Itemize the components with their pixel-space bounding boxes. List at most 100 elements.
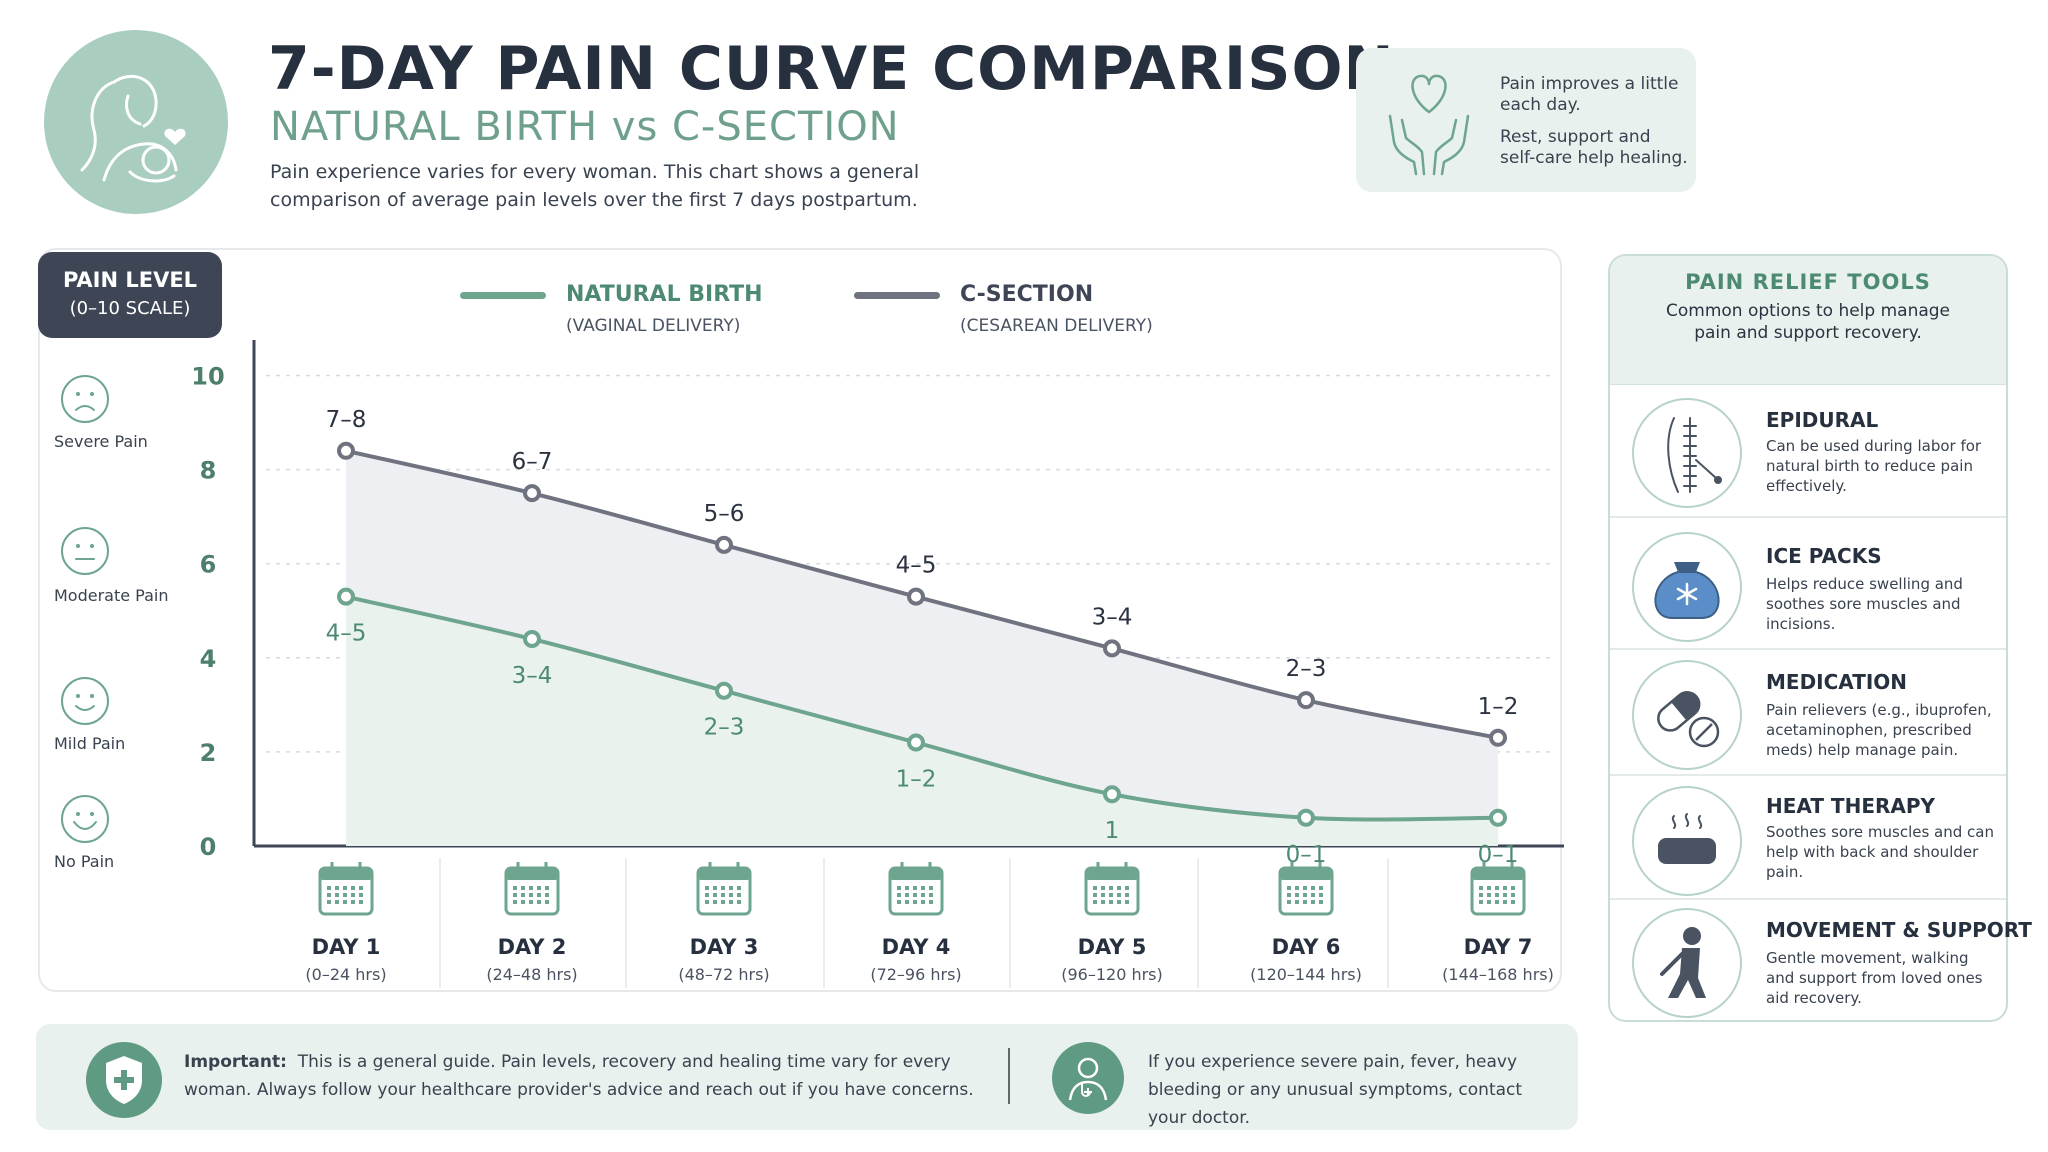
tool-name-epidural: EPIDURAL — [1766, 408, 1879, 432]
relief-title: PAIN RELIEF TOOLS — [1685, 270, 1931, 294]
calendar-dot — [1495, 886, 1499, 890]
intro-text: Pain experience varies for every woman. … — [270, 161, 920, 211]
calendar-dot — [521, 893, 525, 897]
day-range-label: (144–168 hrs) — [1442, 965, 1554, 984]
calendar-dot — [713, 893, 717, 897]
face-label-mild: Mild Pain — [54, 734, 126, 753]
face-label-moderate: Moderate Pain — [54, 586, 169, 605]
ice-pack-icon — [1632, 532, 1742, 642]
mother-baby-icon — [80, 74, 186, 183]
calendar-dot — [359, 893, 363, 897]
calendar-dot — [1109, 886, 1113, 890]
relief-divider — [1610, 774, 2006, 776]
calendar-dot — [1511, 886, 1515, 890]
face-label-severe: Severe Pain — [54, 432, 148, 451]
calendar-icon-header — [506, 868, 558, 880]
calendar-dot — [729, 893, 733, 897]
calendar-dot — [1303, 886, 1307, 890]
face-label-none: No Pain — [54, 852, 115, 871]
neutral-face-icon — [61, 527, 109, 575]
natural-point — [1489, 808, 1507, 827]
day-label: DAY 3 — [690, 935, 759, 959]
calendar-dot — [1487, 893, 1491, 897]
calendar-dot — [929, 900, 933, 904]
calendar-dot — [1511, 900, 1515, 904]
csection-point — [523, 484, 541, 503]
calendar-dot — [1319, 893, 1323, 897]
calendar-dot — [343, 886, 347, 890]
natural-area — [346, 596, 1498, 846]
calendar-dot — [721, 886, 725, 890]
csection-point — [1103, 639, 1121, 658]
calendar-dot — [1117, 893, 1121, 897]
calendar-dot — [1093, 900, 1097, 904]
calendar-dot — [529, 886, 533, 890]
calendar-dot — [1511, 893, 1515, 897]
tool-desc-medication: Pain relievers (e.g., ibuprofen, acetami… — [1766, 701, 1992, 759]
tool-name-medication: MEDICATION — [1766, 670, 1908, 694]
calendar-dot — [1125, 886, 1129, 890]
mother-baby-logo — [44, 30, 228, 214]
day-label: DAY 1 — [312, 935, 381, 959]
calendar-dot — [905, 900, 909, 904]
calendar-dot — [729, 900, 733, 904]
natural-point — [715, 681, 733, 700]
calendar-dot — [1287, 900, 1291, 904]
csection-data-label: 5–6 — [704, 501, 745, 527]
calendar-dot — [545, 893, 549, 897]
calendar-dot — [351, 900, 355, 904]
y-tick-label: 4 — [200, 645, 217, 673]
calendar-dot — [537, 893, 541, 897]
calendar-dot — [1295, 893, 1299, 897]
calendar-dot — [1101, 900, 1105, 904]
calendar-dot — [335, 893, 339, 897]
calendar-dot — [1311, 893, 1315, 897]
day-label: DAY 5 — [1078, 935, 1147, 959]
csection-data-label: 4–5 — [896, 553, 937, 579]
calendar-dot — [1101, 886, 1105, 890]
relief-divider — [1610, 898, 2006, 900]
calendar-dot — [1319, 886, 1323, 890]
page-subtitle: NATURAL BIRTH vs C-SECTION — [270, 104, 900, 150]
calendar-dot — [921, 893, 925, 897]
calendar-dot — [1109, 893, 1113, 897]
csection-point — [715, 535, 733, 554]
calendar-icon-header — [1086, 868, 1138, 880]
spine-icon — [1632, 398, 1742, 508]
day-label: DAY 4 — [882, 935, 951, 959]
calendar-dot — [897, 893, 901, 897]
csection-point — [1489, 728, 1507, 747]
pill-icon — [1632, 660, 1742, 770]
calendar-dot — [1319, 900, 1323, 904]
natural-point — [907, 733, 925, 752]
y-tick-label: 0 — [200, 833, 217, 861]
tool-desc-heat-therapy: Soothes sore muscles and can help with b… — [1766, 823, 1994, 881]
calendar-dot — [1311, 900, 1315, 904]
natural-point — [1297, 808, 1315, 827]
tool-desc-epidural: Can be used during labor for natural bir… — [1766, 437, 1982, 495]
walking-person-icon — [1632, 908, 1742, 1018]
calendar-dot — [335, 886, 339, 890]
day-range-label: (0–24 hrs) — [305, 965, 386, 984]
calendar-dot — [359, 900, 363, 904]
natural-data-label: 3–4 — [512, 663, 553, 689]
legend-swatch-csection — [854, 292, 940, 299]
calendar-dot — [913, 893, 917, 897]
legend-sub-natural: (VAGINAL DELIVERY) — [566, 316, 741, 336]
day-range-label: (48–72 hrs) — [678, 965, 769, 984]
calendar-dot — [1479, 893, 1483, 897]
calendar-icon-header — [698, 868, 750, 880]
calendar-dot — [905, 893, 909, 897]
pain-level-title: PAIN LEVEL — [62, 268, 198, 292]
day-range-label: (72–96 hrs) — [870, 965, 961, 984]
y-tick-label: 8 — [200, 457, 217, 485]
calendar-dot — [359, 886, 363, 890]
calendar-dot — [897, 900, 901, 904]
tool-desc-movement: Gentle movement, walking and support fro… — [1766, 949, 1983, 1007]
calendar-dot — [705, 886, 709, 890]
shield-plus-icon — [86, 1042, 162, 1118]
calendar-dot — [737, 886, 741, 890]
relief-divider — [1610, 516, 2006, 518]
calendar-dot — [1125, 900, 1129, 904]
